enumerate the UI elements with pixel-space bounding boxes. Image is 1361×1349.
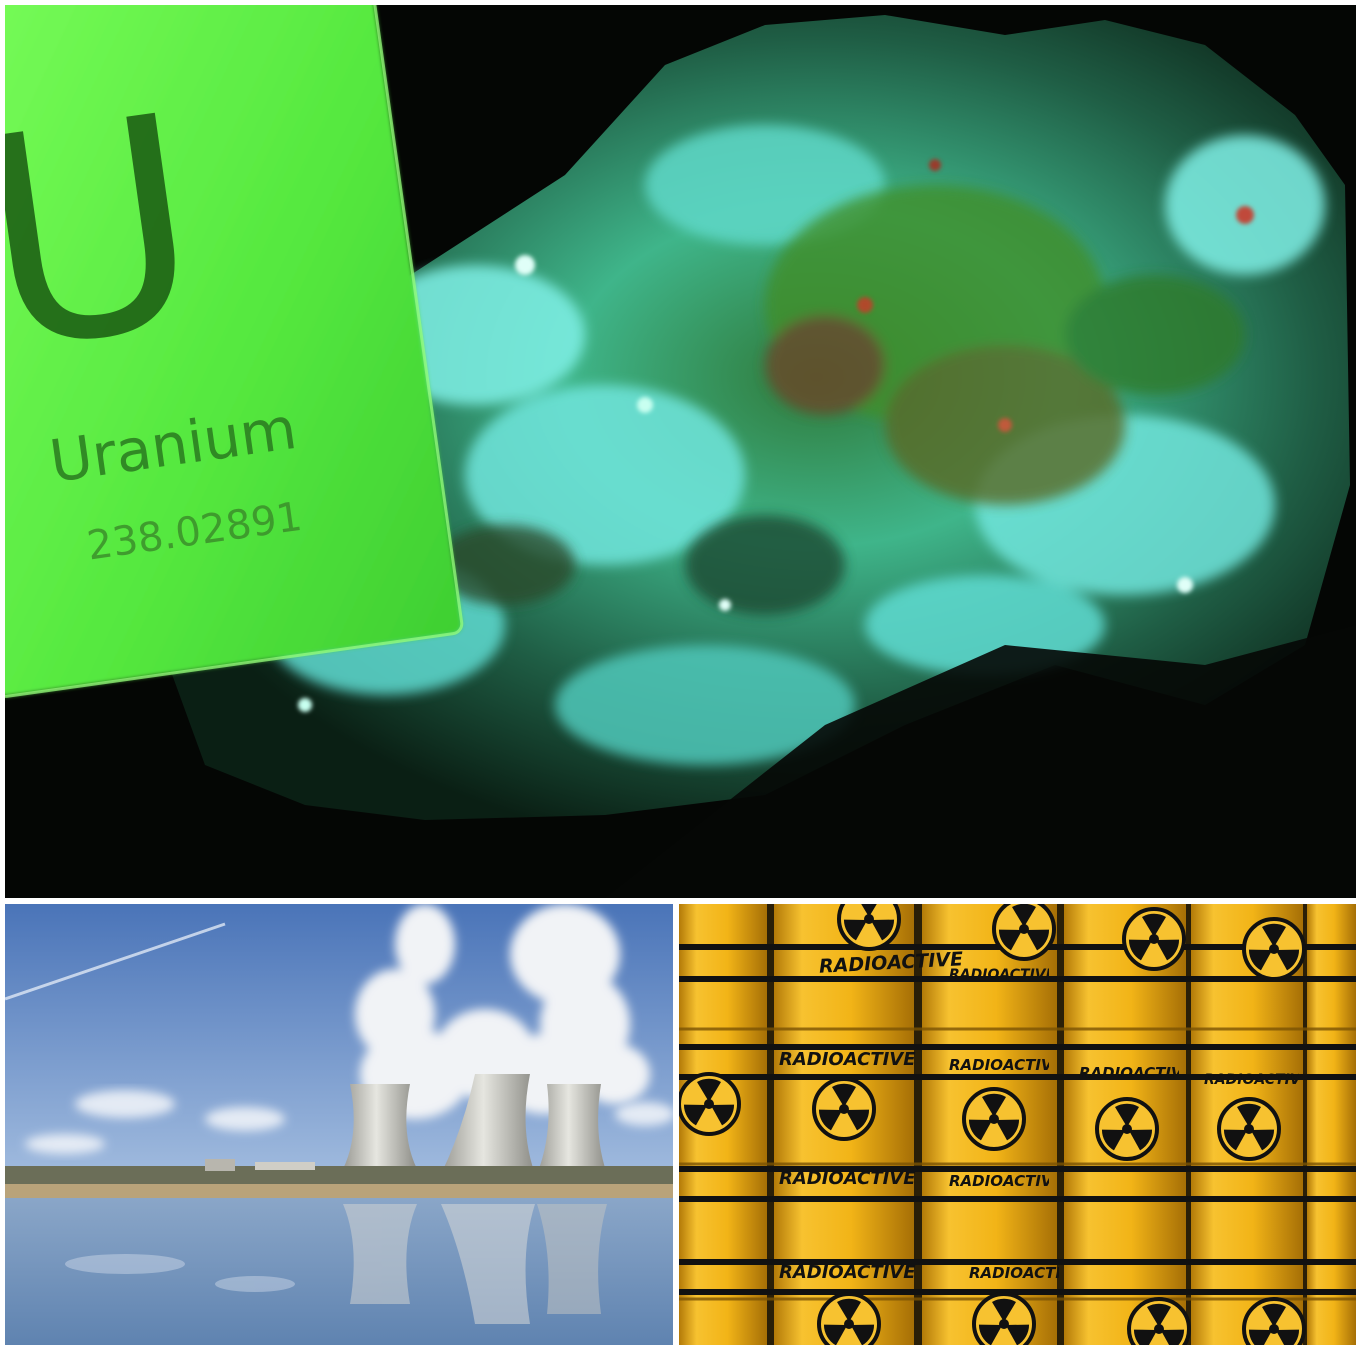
barrel-label-4: RADIOACTIVE <box>949 1056 1049 1074</box>
barrel-label-5: RADIOACTIVE <box>1079 1064 1179 1082</box>
element-name: Uranium <box>45 393 301 496</box>
uranium-element-tile <box>5 5 464 698</box>
uranium-mineral-photo: U Uranium 238.02891 <box>5 5 1356 898</box>
barrel-label-7: RADIOACTIVE <box>779 1168 916 1189</box>
barrel-label-3: RADIOACTIVE <box>779 1049 916 1070</box>
cooling-tower-right <box>537 1084 607 1174</box>
barrel-label-6: RADIOACTIVE <box>1204 1072 1299 1088</box>
barrel-label-2: RADIOACTIVE <box>949 967 1049 983</box>
radioactive-barrels-art <box>679 904 1356 1345</box>
barrel-label-8: RADIOACTIVE <box>949 1172 1049 1190</box>
element-symbol: U <box>5 53 219 417</box>
cooling-tower-center <box>441 1074 535 1174</box>
cooling-towers-photo <box>5 904 673 1345</box>
cooling-tower-left <box>343 1084 417 1169</box>
barrel-label-9: RADIOACTIVE <box>779 1262 916 1283</box>
barrel-label-10: RADIOACTIVE <box>969 1264 1059 1282</box>
uranium-mineral-art <box>5 5 1356 898</box>
cooling-towers-art <box>5 904 673 1345</box>
element-atomic-mass: 238.02891 <box>84 493 305 570</box>
radioactive-barrels-photo: RADIOACTIVE RADIOACTIVE RADIOACTIVE RADI… <box>679 904 1356 1345</box>
